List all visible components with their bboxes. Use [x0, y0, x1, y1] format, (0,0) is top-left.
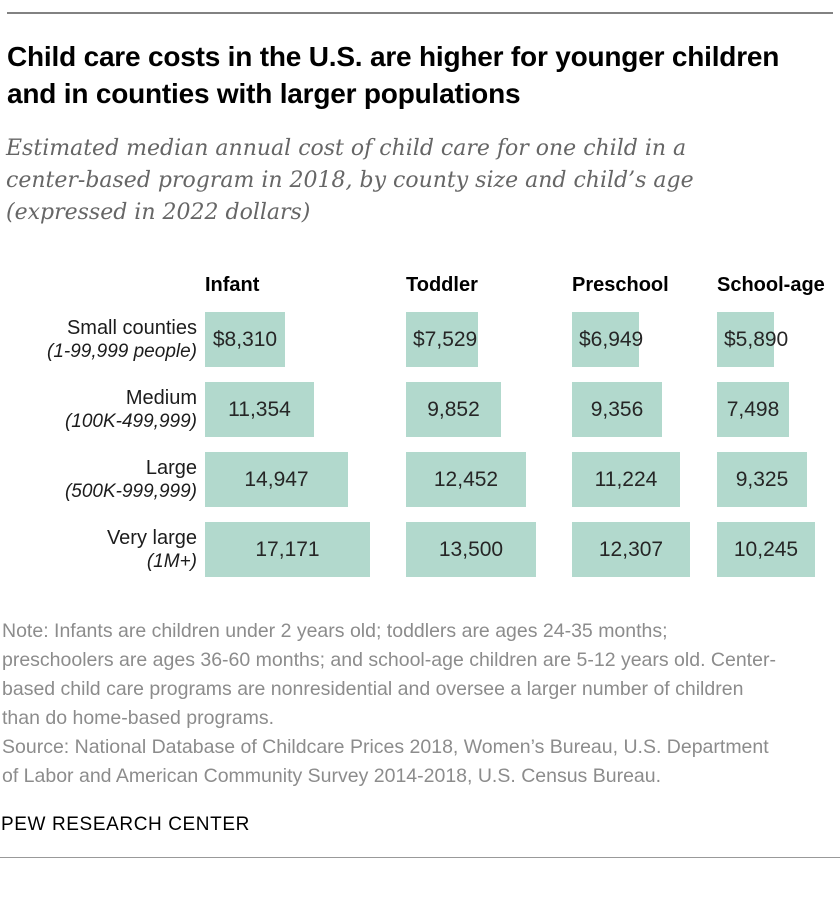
row-label-main: Medium — [125, 386, 197, 409]
bar-cell: 9,356 — [572, 382, 717, 437]
bar: $8,310 — [205, 312, 285, 367]
row-label: Large (500K-999,999) — [0, 457, 205, 503]
bar-cell: 9,325 — [717, 452, 840, 507]
column-header-school-age: School-age — [717, 274, 825, 296]
bar: 12,452 — [406, 452, 526, 507]
column-header-infant: Infant — [205, 274, 260, 296]
bar: 9,356 — [572, 382, 662, 437]
bar-value-label: 9,325 — [735, 467, 789, 491]
page-title: Child care costs in the U.S. are higher … — [7, 41, 780, 109]
bar-cell: 12,452 — [406, 452, 572, 507]
column-header-preschool: Preschool — [572, 274, 669, 296]
bar: 17,171 — [205, 522, 370, 577]
row-label-sub: (500K-999,999) — [64, 480, 197, 502]
chart: Infant Toddler Preschool School-age Small co… — [0, 273, 840, 577]
bar: $5,890 — [717, 312, 788, 367]
bar-cell: $8,310 — [205, 312, 406, 367]
bar-value-label: 7,498 — [726, 397, 780, 421]
bottom-divider — [0, 857, 840, 858]
bar: 7,498 — [717, 382, 789, 437]
bar-value-label: $6,949 — [579, 327, 644, 351]
bar-cell: 17,171 — [205, 522, 406, 577]
bar-cell: 12,307 — [572, 522, 717, 577]
bar-value-label: 14,947 — [244, 467, 309, 491]
source-text: Source: National Database of Childcare P… — [2, 736, 769, 787]
row-label-sub: (1-99,999 people) — [47, 340, 197, 362]
bar-cell: 13,500 — [406, 522, 572, 577]
top-divider — [7, 12, 833, 14]
bar: 13,500 — [406, 522, 536, 577]
row-label-sub: (100K-499,999) — [64, 410, 197, 432]
bar: 12,307 — [572, 522, 690, 577]
bar: 14,947 — [205, 452, 348, 507]
bar-value-label: $5,890 — [724, 327, 789, 351]
bar-cell: $6,949 — [572, 312, 717, 367]
brand-footer: PEW RESEARCH CENTER — [1, 814, 250, 835]
row-label-main: Very large — [106, 526, 197, 549]
column-header-toddler: Toddler — [406, 274, 478, 296]
bar-value-label: 12,307 — [598, 537, 664, 561]
bar-value-label: 17,171 — [255, 537, 320, 561]
bar-value-label: 9,356 — [590, 397, 644, 421]
row-label: Small counties (1-99,999 people) — [0, 317, 205, 363]
bar-value-label: 9,852 — [427, 397, 480, 421]
bar-value-label: $8,310 — [212, 327, 278, 351]
bar-value-label: 10,245 — [733, 537, 799, 561]
bar: 9,852 — [406, 382, 501, 437]
bar: $6,949 — [572, 312, 643, 367]
bar: 11,224 — [572, 452, 680, 507]
row-label-main: Large — [145, 456, 197, 479]
bar-cell: $7,529 — [406, 312, 572, 367]
bar: 10,245 — [717, 522, 815, 577]
row-label: Very large (1M+) — [0, 527, 205, 573]
bar: $7,529 — [406, 312, 478, 367]
bar-value-label: 11,224 — [594, 467, 658, 491]
notes-block: Note: Infants are children under 2 years… — [2, 617, 777, 791]
bar-value-label: 11,354 — [228, 397, 291, 421]
note-text: Note: Infants are children under 2 years… — [2, 620, 776, 729]
row-label-sub: (1M+) — [146, 550, 197, 572]
bar-cell: 7,498 — [717, 382, 840, 437]
bar-value-label: $7,529 — [413, 327, 478, 351]
page-subtitle: Estimated median annual cost of child ca… — [6, 136, 694, 225]
bar-value-label: 13,500 — [438, 537, 504, 561]
bar: 9,325 — [717, 452, 807, 507]
bar-cell: 11,224 — [572, 452, 717, 507]
row-label: Medium (100K-499,999) — [0, 387, 205, 433]
bar-cell: 9,852 — [406, 382, 572, 437]
bar-cell: 10,245 — [717, 522, 840, 577]
bar-cell: 14,947 — [205, 452, 406, 507]
bar-value-label: 12,452 — [433, 467, 499, 491]
bar-cell: $5,890 — [717, 312, 840, 367]
bar: 11,354 — [205, 382, 314, 437]
bar-cell: 11,354 — [205, 382, 406, 437]
row-label-main: Small counties — [66, 316, 197, 339]
